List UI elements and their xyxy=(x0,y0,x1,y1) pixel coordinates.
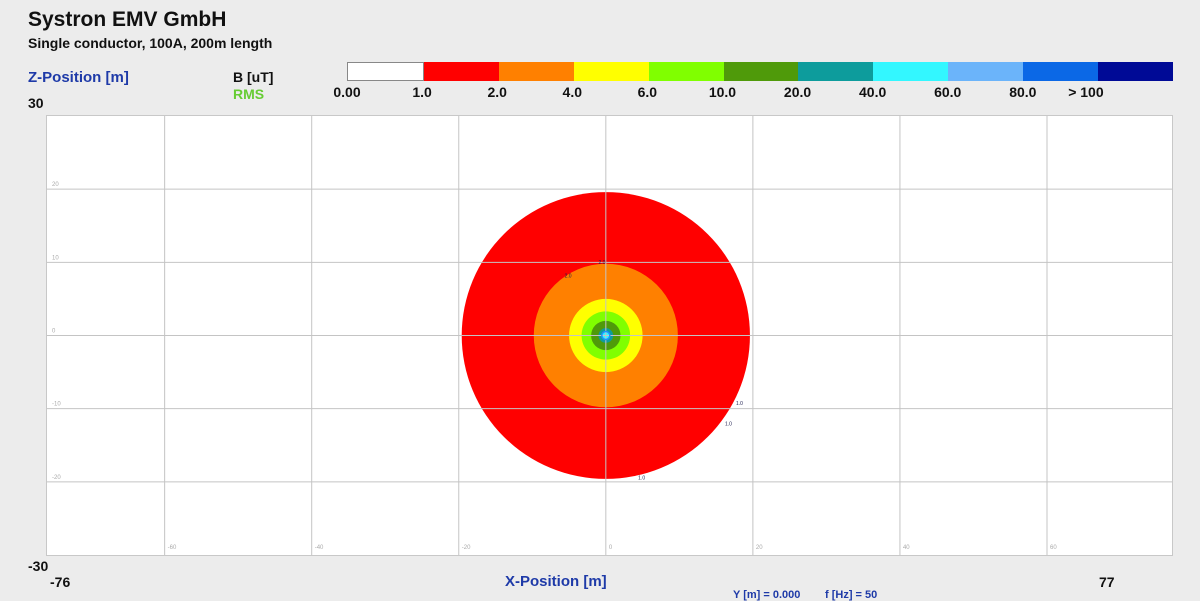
x-axis-label: X-Position [m] xyxy=(505,573,607,590)
z-tick-label: -20 xyxy=(52,475,61,481)
legend-swatch xyxy=(347,62,424,81)
contour-label: 2.0 xyxy=(598,260,605,266)
legend-label: 2.0 xyxy=(487,84,507,100)
x-tick-label: 40 xyxy=(903,545,910,551)
y-position-readout: Y [m] = 0.000 xyxy=(733,589,801,601)
z-max-label: 30 xyxy=(28,95,44,111)
color-legend xyxy=(347,62,1173,81)
x-tick-label: -20 xyxy=(462,545,471,551)
x-tick-label: 0 xyxy=(609,545,613,551)
z-tick-label: 20 xyxy=(52,182,59,188)
legend-swatch xyxy=(873,62,949,81)
z-tick-label: -10 xyxy=(52,402,61,408)
legend-label: 4.0 xyxy=(562,84,582,100)
legend-label: 10.0 xyxy=(708,84,737,100)
z-axis-label: Z-Position [m] xyxy=(28,69,129,86)
legend-label: 0.00 xyxy=(333,84,361,100)
legend-swatch xyxy=(1023,62,1099,81)
legend-label: 1.0 xyxy=(412,84,432,100)
legend-label: 6.0 xyxy=(637,84,658,100)
contour-label: 1.0 xyxy=(725,421,732,427)
legend-swatch xyxy=(648,62,724,81)
frequency-readout: f [Hz] = 50 xyxy=(825,589,878,601)
legend-labels: 0.00 1.0 2.0 4.0 6.0 10.0 20.0 40.0 60.0 80.0 > 10… xyxy=(0,84,1200,102)
field-contour-plot: -20 -10 0 10 20 -60 -40 -20 0 20 40 60 1.0 1.0 1.0 2.0 2… xyxy=(47,116,1172,555)
legend-swatch xyxy=(1098,62,1173,81)
plot-area[interactable]: -20 -10 0 10 20 -60 -40 -20 0 20 40 60 1.0 1.0 1.0 2.0 2… xyxy=(46,115,1173,556)
x-tick-label: -60 xyxy=(168,545,177,551)
conductor-marker xyxy=(601,330,611,341)
legend-label: 80.0 xyxy=(1009,84,1037,100)
legend-swatch xyxy=(798,62,874,81)
contour-label: 1.0 xyxy=(638,476,645,482)
contour-label: 1.0 xyxy=(736,401,743,407)
legend-label: 60.0 xyxy=(934,84,962,100)
legend-swatch xyxy=(723,62,799,81)
x-min-label: -76 xyxy=(50,574,71,590)
z-tick-label: 10 xyxy=(52,255,59,261)
legend-swatch xyxy=(423,62,499,81)
contour-label: 2.0 xyxy=(565,274,572,280)
legend-swatch xyxy=(948,62,1024,81)
legend-label: 20.0 xyxy=(783,84,812,100)
z-tick-label: 0 xyxy=(52,329,56,335)
app-title: Systron EMV GmbH xyxy=(28,8,227,31)
z-min-label: -30 xyxy=(28,558,49,574)
legend-label: > 100 xyxy=(1068,84,1104,100)
legend-swatch xyxy=(498,62,574,81)
field-quantity-label: B [uT] xyxy=(233,69,274,85)
legend-label: 40.0 xyxy=(859,84,887,100)
x-max-label: 77 xyxy=(1099,574,1115,590)
legend-swatch xyxy=(573,62,649,81)
x-tick-label: -40 xyxy=(315,545,324,551)
x-tick-label: 60 xyxy=(1050,545,1057,551)
chart-subtitle: Single conductor, 100A, 200m length xyxy=(28,35,273,51)
x-tick-label: 20 xyxy=(756,545,763,551)
field-mode-label: RMS xyxy=(233,86,265,102)
